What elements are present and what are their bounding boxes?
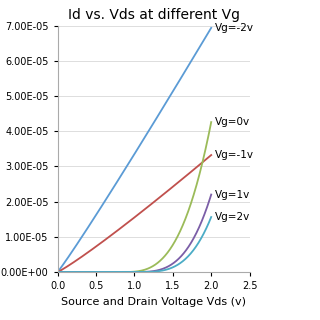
Text: Vg=2v: Vg=2v [215,212,250,222]
Text: Vg=1v: Vg=1v [215,189,250,200]
X-axis label: Source and Drain Voltage Vds (v): Source and Drain Voltage Vds (v) [61,297,246,307]
Text: Vg=-1v: Vg=-1v [215,150,254,160]
Title: Id vs. Vds at different Vg: Id vs. Vds at different Vg [68,8,240,22]
Text: Vg=-2v: Vg=-2v [215,23,254,33]
Text: Vg=0v: Vg=0v [215,117,250,127]
